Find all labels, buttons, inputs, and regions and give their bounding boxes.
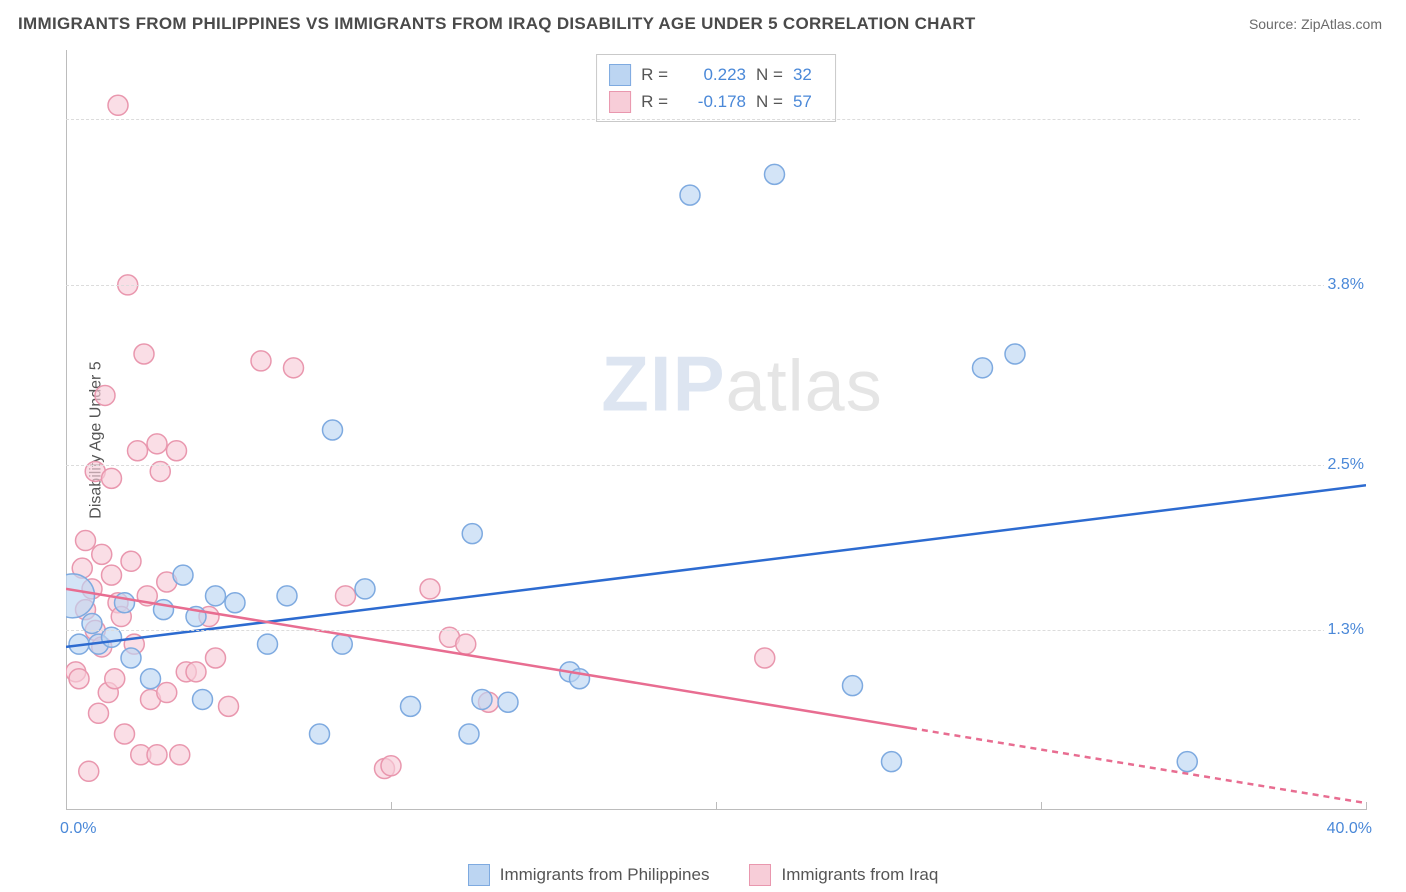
x-tick-label: 40.0%: [1327, 820, 1372, 838]
chart-container: Disability Age Under 5 ZIPatlas R = 0.22…: [18, 50, 1388, 830]
series-legend: Immigrants from Philippines Immigrants f…: [0, 864, 1406, 886]
legend-item-philippines: Immigrants from Philippines: [468, 864, 710, 886]
chart-svg: [66, 50, 1366, 810]
chart-title: IMMIGRANTS FROM PHILIPPINES VS IMMIGRANT…: [18, 14, 976, 34]
y-tick-label: [1360, 118, 1368, 120]
legend-item-iraq: Immigrants from Iraq: [749, 864, 938, 886]
y-tick-label: 1.3%: [1324, 620, 1368, 640]
swatch-iraq-icon: [749, 864, 771, 886]
swatch-philippines-icon: [468, 864, 490, 886]
plot-area: ZIPatlas R = 0.223 N = 32 R = -0.178 N =…: [66, 50, 1366, 810]
x-tick-label: 0.0%: [60, 820, 96, 838]
y-tick-label: 3.8%: [1324, 275, 1368, 295]
legend-label-philippines: Immigrants from Philippines: [500, 865, 710, 885]
legend-label-iraq: Immigrants from Iraq: [781, 865, 938, 885]
y-tick-label: 2.5%: [1324, 455, 1368, 475]
source-label: Source: ZipAtlas.com: [1249, 16, 1382, 32]
